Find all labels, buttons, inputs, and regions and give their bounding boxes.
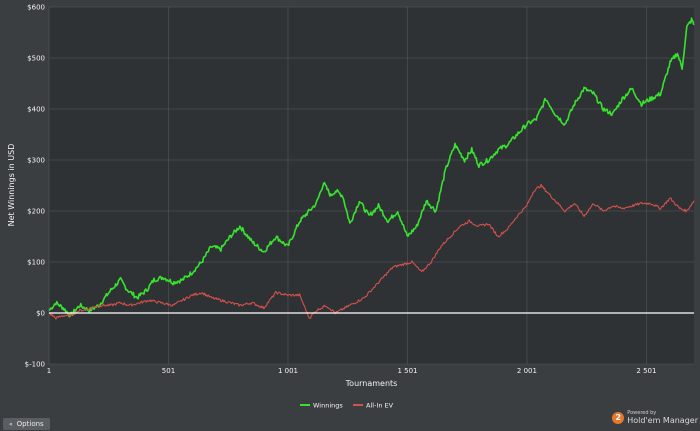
y-tick-label: $100 xyxy=(27,259,45,267)
y-axis-title: Net Winnings in USD xyxy=(7,144,16,227)
plot-area xyxy=(49,7,694,364)
grid-layer xyxy=(48,6,694,365)
x-tick-label: 2 501 xyxy=(636,367,656,375)
x-axis-title: Tournaments xyxy=(345,379,398,388)
options-label: Options xyxy=(16,420,44,428)
x-tick-label: 1 001 xyxy=(278,367,298,375)
brand-logo: 2 Powered by Hold'em Manager xyxy=(612,410,698,425)
x-tick-label: 501 xyxy=(162,367,175,375)
y-tick-label: $500 xyxy=(27,55,45,63)
legend-item-winnings[interactable]: Winnings xyxy=(300,402,343,410)
series-line-winnings xyxy=(48,17,695,318)
legend-item-all-in-ev[interactable]: All-In EV xyxy=(353,402,394,410)
legend: Winnings All-In EV xyxy=(300,402,394,410)
series-layer xyxy=(48,17,695,320)
x-tick-label: 1 501 xyxy=(397,367,417,375)
options-button[interactable]: «Options xyxy=(3,418,50,430)
chevron-left-icon: « xyxy=(9,421,13,428)
x-tick-label: 2 001 xyxy=(517,367,537,375)
y-tick-label: $0 xyxy=(36,310,45,318)
brand-badge-icon: 2 xyxy=(612,411,625,424)
brand-name-text: Hold'em Manager xyxy=(627,416,698,425)
y-tick-label: $200 xyxy=(27,208,45,216)
y-tick-label: $-100 xyxy=(25,361,45,369)
x-tick-label: 1 xyxy=(47,367,51,375)
y-tick-labels: $-100 $0 $100 $200 $300 $400 $500 $600 xyxy=(25,4,45,369)
y-tick-label: $300 xyxy=(27,157,45,165)
y-tick-label: $600 xyxy=(27,4,45,12)
legend-label-winnings: Winnings xyxy=(313,402,343,410)
x-tick-labels: 1 501 1 001 1 501 2 001 2 501 xyxy=(47,367,657,375)
series-line-all-in-ev xyxy=(48,183,695,320)
y-tick-label: $400 xyxy=(27,106,45,114)
brand-powered-text: Powered by xyxy=(627,410,657,416)
legend-label-all-in-ev: All-In EV xyxy=(366,402,394,410)
brand-text: Powered by Hold'em Manager xyxy=(627,410,698,425)
